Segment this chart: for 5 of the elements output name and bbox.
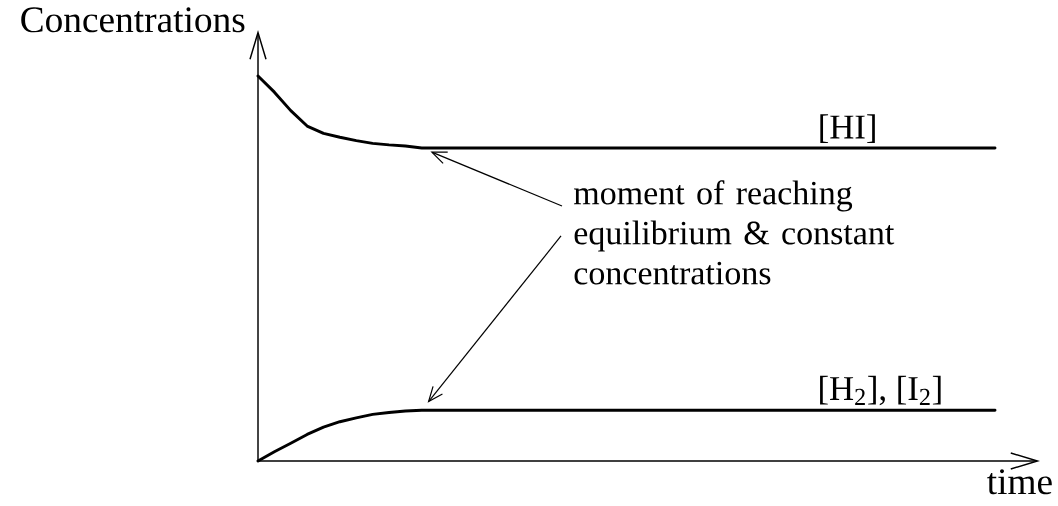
x-axis-title: time bbox=[987, 469, 1052, 495]
annotation: moment of reaching equilibrium & constant concentrations bbox=[573, 180, 895, 285]
series-label: [H$_{2}$], [I$_{2}$] bbox=[820, 375, 941, 406]
series-label: [HI] bbox=[820, 114, 875, 144]
y-axis-title: Concentrations bbox=[21, 7, 245, 33]
